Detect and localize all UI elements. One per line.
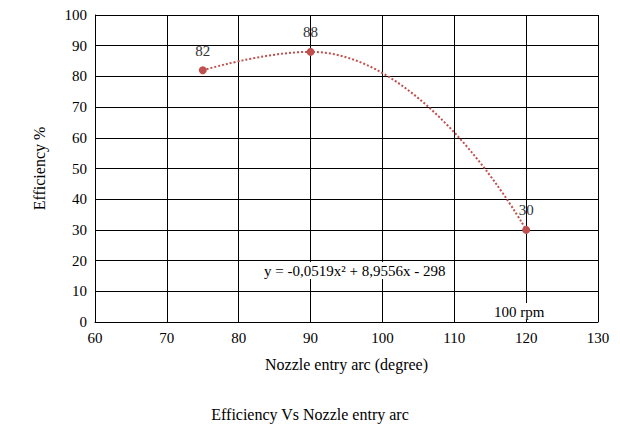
svg-text:70: 70 xyxy=(72,99,87,115)
svg-text:40: 40 xyxy=(72,191,87,207)
svg-text:Efficiency Vs Nozzle entry arc: Efficiency Vs Nozzle entry arc xyxy=(211,406,409,424)
svg-text:50: 50 xyxy=(72,161,87,177)
svg-text:60: 60 xyxy=(88,330,103,346)
svg-text:80: 80 xyxy=(72,68,87,84)
svg-text:0: 0 xyxy=(80,314,88,330)
svg-text:80: 80 xyxy=(231,330,246,346)
svg-text:60: 60 xyxy=(72,130,87,146)
svg-text:82: 82 xyxy=(195,43,210,59)
svg-text:70: 70 xyxy=(159,330,174,346)
svg-text:100 rpm: 100 rpm xyxy=(494,304,545,320)
svg-text:Efficiency %: Efficiency % xyxy=(31,127,49,211)
svg-text:100: 100 xyxy=(65,7,88,23)
svg-text:90: 90 xyxy=(72,38,87,54)
svg-text:10: 10 xyxy=(72,283,87,299)
svg-text:20: 20 xyxy=(72,253,87,269)
svg-text:y = -0,0519x² + 8,9556x - 298: y = -0,0519x² + 8,9556x - 298 xyxy=(264,263,445,279)
svg-text:100: 100 xyxy=(371,330,394,346)
svg-text:110: 110 xyxy=(443,330,465,346)
svg-text:Nozzle entry arc (degree): Nozzle entry arc (degree) xyxy=(265,356,428,374)
svg-text:88: 88 xyxy=(303,24,318,40)
svg-text:30: 30 xyxy=(519,202,534,218)
svg-text:130: 130 xyxy=(587,330,610,346)
svg-text:120: 120 xyxy=(515,330,538,346)
svg-text:90: 90 xyxy=(303,330,318,346)
svg-text:30: 30 xyxy=(72,222,87,238)
